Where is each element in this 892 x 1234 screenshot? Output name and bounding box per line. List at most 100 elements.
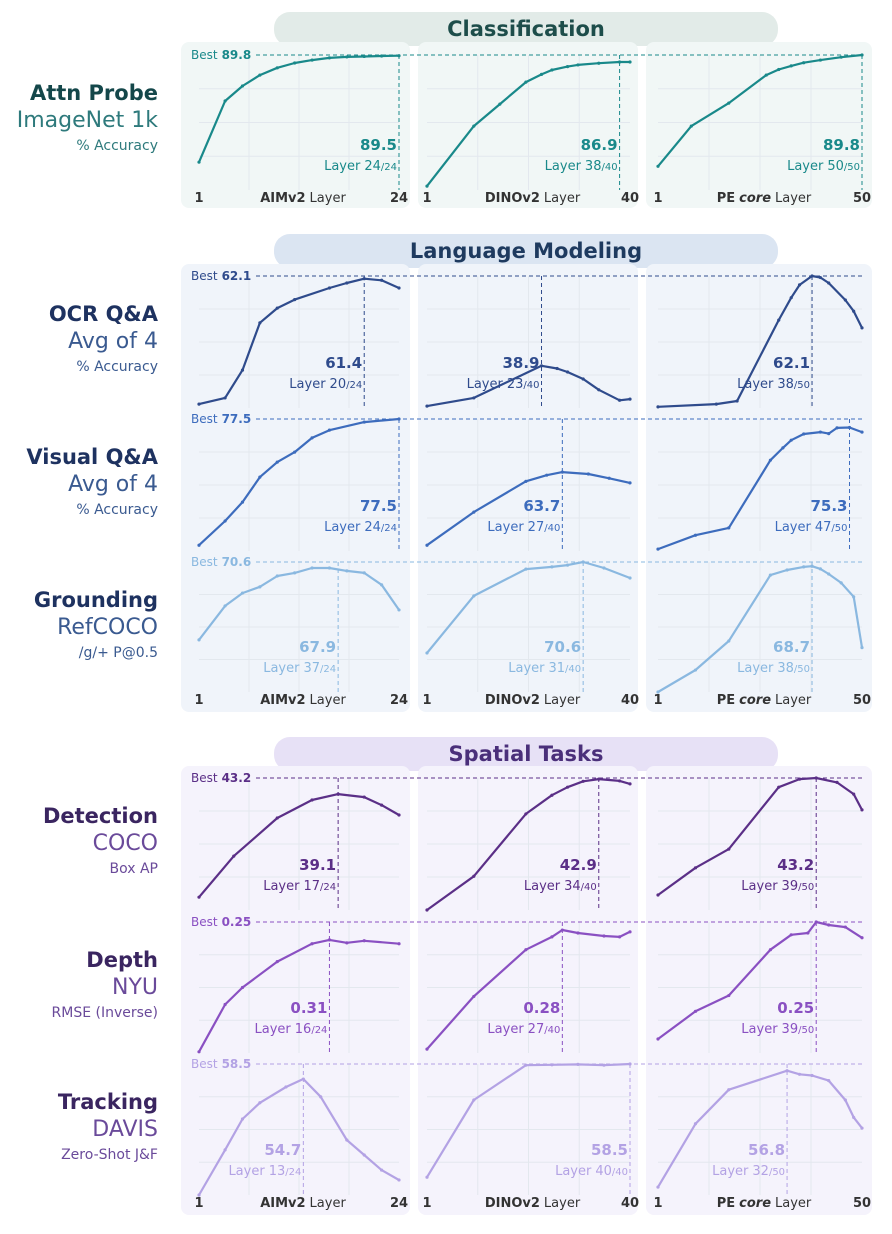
- layer-number: 40: [595, 1164, 612, 1179]
- data-point: [827, 1079, 831, 1083]
- data-point: [425, 543, 429, 547]
- data-point: [240, 985, 245, 990]
- layer-prefix: Layer: [263, 879, 300, 894]
- layer-best-label: Layer 24/24: [324, 520, 397, 535]
- layer-number: 50: [827, 159, 844, 174]
- data-point: [223, 99, 227, 103]
- data-point: [628, 782, 632, 786]
- data-point: [827, 923, 831, 927]
- slash: /: [544, 1025, 548, 1036]
- data-point: [380, 54, 384, 58]
- data-point: [472, 396, 476, 400]
- data-point: [617, 60, 622, 64]
- x-tick-first: 1: [653, 1196, 662, 1211]
- data-point: [565, 65, 570, 69]
- data-point: [860, 1126, 864, 1130]
- layer-best-value: 89.5: [360, 136, 397, 154]
- data-point: [397, 417, 401, 421]
- axis-suffix: Layer: [775, 693, 812, 708]
- data-point: [852, 309, 856, 313]
- layer-prefix: Layer: [545, 159, 582, 174]
- data-point: [735, 399, 739, 403]
- data-point: [275, 574, 279, 578]
- data-point: [617, 779, 622, 783]
- layer-best-label: Layer 34/40: [524, 879, 597, 894]
- data-point: [814, 776, 818, 780]
- data-point: [327, 56, 332, 60]
- model-name: DINOv2: [485, 693, 540, 708]
- panel-background: [181, 42, 410, 208]
- layer-best-value: 56.8: [748, 1141, 785, 1159]
- layer-prefix: Layer: [741, 1022, 778, 1037]
- slash: /: [565, 664, 569, 675]
- data-point: [843, 1098, 847, 1102]
- layer-best-value: 43.2: [777, 856, 814, 874]
- data-point: [275, 306, 279, 310]
- data-point: [240, 591, 245, 595]
- layer-total: 40: [548, 523, 561, 534]
- data-point: [727, 526, 731, 530]
- slash: /: [798, 1025, 802, 1036]
- data-point: [628, 1062, 632, 1066]
- layer-prefix: Layer: [487, 1022, 524, 1037]
- layer-total: 24: [384, 523, 397, 534]
- data-point: [197, 895, 201, 899]
- layer-number: 23: [507, 377, 524, 392]
- layer-number: 16: [295, 1022, 312, 1037]
- data-point: [797, 777, 802, 781]
- data-point: [472, 124, 476, 128]
- axis-suffix: Layer: [544, 191, 581, 206]
- layer-number: 47: [815, 520, 832, 535]
- data-point: [197, 638, 201, 642]
- layer-best-label: Layer 38/50: [737, 661, 810, 676]
- data-point: [327, 286, 332, 290]
- x-tick-last: 40: [621, 1196, 639, 1211]
- data-point: [806, 931, 810, 935]
- data-point: [560, 470, 564, 474]
- data-point: [197, 1050, 201, 1054]
- x-tick-first: 1: [194, 693, 203, 708]
- layer-number: 24: [364, 520, 381, 535]
- x-axis-label: AIMv2 Layer: [260, 693, 346, 708]
- data-point: [781, 446, 785, 450]
- data-point: [275, 460, 279, 464]
- layer-number: 20: [330, 377, 347, 392]
- data-point: [336, 792, 340, 796]
- x-tick-last: 40: [621, 191, 639, 206]
- data-point: [818, 275, 822, 280]
- layer-total: 50: [847, 162, 860, 173]
- data-point: [232, 854, 236, 858]
- slash: /: [612, 1167, 616, 1178]
- data-point: [223, 1148, 227, 1152]
- data-point: [345, 281, 349, 285]
- data-point: [425, 184, 429, 188]
- dataset-label: RefCOCO: [57, 615, 158, 640]
- slash: /: [381, 523, 385, 534]
- layer-best-value: 68.7: [773, 638, 810, 656]
- data-point: [727, 993, 731, 998]
- dataset-label: Avg of 4: [68, 472, 158, 497]
- best-label: Best 43.2: [191, 771, 251, 785]
- axis-suffix: Layer: [775, 191, 812, 206]
- slash: /: [798, 882, 802, 893]
- data-point: [498, 102, 502, 106]
- slash: /: [320, 664, 324, 675]
- data-point: [789, 64, 793, 68]
- layer-best-label: Layer 32/50: [712, 1164, 785, 1179]
- data-point: [425, 651, 429, 655]
- layer-prefix: Layer: [787, 159, 824, 174]
- x-tick-first: 1: [653, 191, 662, 206]
- axis-suffix: Layer: [310, 693, 347, 708]
- data-point: [293, 61, 297, 65]
- best-value: 58.5: [222, 1057, 252, 1071]
- slash: /: [320, 882, 324, 893]
- layer-best-label: Layer 17/24: [263, 879, 336, 894]
- data-point: [714, 402, 718, 406]
- layer-best-value: 89.8: [823, 136, 860, 154]
- data-point: [223, 519, 227, 523]
- dataset-label: NYU: [112, 975, 158, 1000]
- layer-prefix: Layer: [467, 377, 504, 392]
- data-point: [397, 1178, 401, 1182]
- series-line-pe: [657, 274, 863, 408]
